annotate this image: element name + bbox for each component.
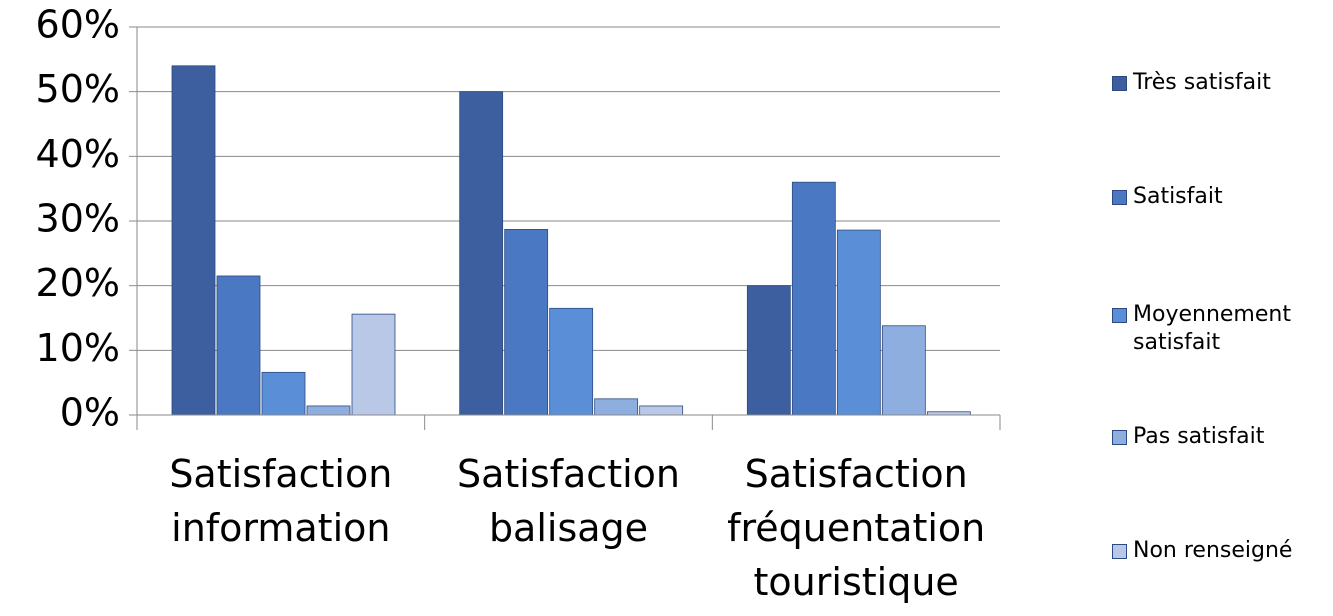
bar <box>639 405 684 416</box>
y-tick-label: 20% <box>36 261 120 305</box>
y-tick-label: 10% <box>36 326 120 370</box>
bar <box>261 371 306 416</box>
y-tick-label: 60% <box>36 3 120 47</box>
legend-item: Moyennement satisfait <box>1112 301 1312 357</box>
bar <box>836 229 881 416</box>
legend-swatch <box>1112 544 1127 559</box>
bar <box>594 398 639 416</box>
bar <box>791 181 836 416</box>
y-tick-label: 40% <box>36 132 120 176</box>
x-tick-label: Satisfaction fréquentation touristique <box>727 452 985 604</box>
bar <box>171 65 216 416</box>
legend-label: Non renseigné <box>1133 538 1293 563</box>
bar <box>216 275 261 416</box>
bar <box>306 405 351 416</box>
legend-item: Très satisfait <box>1112 69 1312 97</box>
y-tick-label: 0% <box>60 391 120 435</box>
legend-swatch <box>1112 190 1127 205</box>
legend-swatch <box>1112 76 1127 91</box>
bar <box>746 285 791 416</box>
x-tick-label: Satisfaction balisage <box>457 452 680 550</box>
y-tick-label: 30% <box>36 197 120 241</box>
bar <box>504 229 549 416</box>
legend-item: Non renseigné <box>1112 537 1312 565</box>
legend-item: Pas satisfait <box>1112 423 1312 451</box>
legend-swatch <box>1112 430 1127 445</box>
bar <box>351 313 396 416</box>
legend-label: Satisfait <box>1133 184 1223 209</box>
legend-label: Moyennement satisfait <box>1133 302 1291 355</box>
x-tick-label: Satisfaction information <box>169 452 392 550</box>
bar <box>459 91 504 416</box>
legend-label: Pas satisfait <box>1133 424 1265 449</box>
legend-label: Très satisfait <box>1133 70 1271 95</box>
y-tick-label: 50% <box>36 67 120 111</box>
legend-swatch <box>1112 308 1127 323</box>
legend-item: Satisfait <box>1112 183 1312 211</box>
bar <box>549 307 594 416</box>
bar <box>881 325 926 416</box>
